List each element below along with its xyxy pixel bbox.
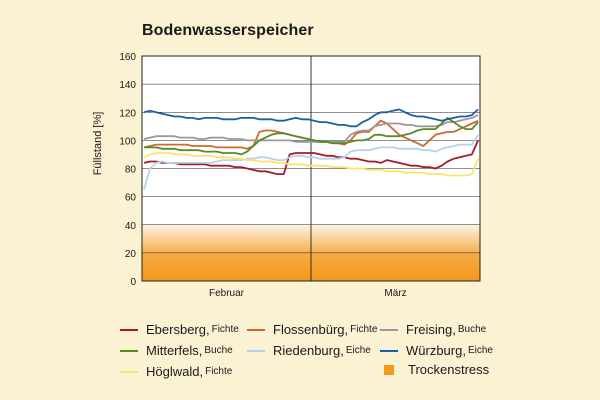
series-line-freising (143, 114, 479, 143)
y-tick-label: 80 (125, 165, 137, 176)
series-line-würzburg (143, 108, 479, 128)
y-tick-label: 120 (119, 108, 136, 119)
plot-border (141, 55, 481, 282)
series-line-mitterfels (144, 117, 479, 156)
series-line-höglwald (143, 152, 479, 177)
series-line-riedenburg (143, 134, 479, 190)
y-tick-label: 20 (125, 249, 137, 260)
chart-title: Bodenwasserspeicher (142, 22, 314, 39)
y-axis-label: Füllstand [%] (92, 112, 104, 176)
y-tick-label: 40 (125, 221, 137, 232)
y-tick-label: 100 (119, 136, 136, 147)
x-month-label: März (384, 288, 406, 299)
y-tick-label: 160 (119, 52, 136, 63)
y-tick-label: 140 (119, 80, 136, 91)
x-month-label: Februar (209, 288, 245, 299)
y-tick-label: 0 (130, 277, 136, 288)
series-line-ebersberg (143, 140, 479, 175)
y-tick-label: 60 (125, 193, 137, 204)
